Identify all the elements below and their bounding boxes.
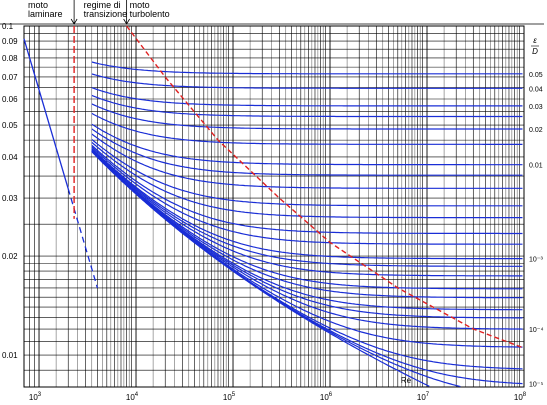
roughness-curves (23, 38, 523, 388)
roughness-curve (91, 147, 523, 260)
right-tick-label: 10⁻³ (529, 257, 543, 264)
roughness-curve (91, 144, 523, 235)
regime-label: transizione (84, 9, 128, 19)
roughness-curve (91, 128, 523, 176)
y-tick-label: 0.06 (2, 95, 18, 104)
y-tick-label: 0.1 (2, 22, 14, 31)
roughness-curve (91, 149, 523, 277)
x-axis-label: Re (401, 376, 412, 385)
turbulence-boundary (126, 25, 525, 349)
regime-label: regime di (84, 0, 121, 10)
x-tick-label: 103 (29, 392, 42, 402)
y-tick-label: 0.07 (2, 73, 18, 82)
right-tick-label: 0.04 (529, 86, 543, 93)
y-tick-label: 0.04 (2, 153, 18, 162)
y-tick-label: 0.02 (2, 252, 18, 261)
roughness-curve (91, 141, 523, 219)
roughness-curve (91, 73, 523, 89)
y-tick-label: 0.08 (2, 54, 18, 63)
right-tick-label: 0.05 (529, 72, 543, 79)
roughness-curve (91, 138, 523, 207)
x-tick-label: 107 (417, 392, 430, 402)
regime-label: moto (130, 0, 150, 10)
y-tick-label: 0.03 (2, 194, 18, 203)
roughness-curve (91, 123, 523, 166)
right-tick-label: 0.02 (529, 127, 543, 134)
roughness-curve (91, 148, 523, 267)
chart-grid (23, 25, 525, 388)
roughness-curve (91, 61, 523, 75)
roughness-curve (91, 112, 523, 145)
roughness-curve (91, 87, 523, 107)
roughness-curve (91, 151, 523, 370)
roughness-curve (91, 103, 523, 130)
regime-arrow (123, 18, 130, 25)
roughness-curve (91, 133, 523, 189)
x-tick-label: 106 (320, 392, 333, 402)
regime-label: moto (28, 0, 48, 10)
right-tick-label: 10⁻⁵ (529, 382, 543, 389)
right-tick-label: 0.01 (529, 163, 543, 170)
chart-overlay (73, 25, 525, 349)
regime-label: laminare (28, 9, 63, 19)
x-tick-label: 104 (126, 392, 139, 402)
plot-frame (23, 25, 525, 388)
x-tick-label: 108 (514, 392, 527, 402)
right-axis-label-num: ε (533, 36, 537, 45)
roughness-curve (91, 146, 523, 245)
right-tick-label: 10⁻⁴ (529, 327, 544, 334)
roughness-curve (91, 151, 430, 387)
y-tick-label: 0.05 (2, 121, 18, 130)
laminar-extension (67, 188, 99, 289)
roughness-curve (91, 150, 523, 330)
x-tick-label: 105 (223, 392, 236, 402)
regime-arrow (70, 18, 78, 25)
y-tick-label: 0.09 (2, 37, 18, 46)
right-axis-label-den: D (532, 47, 538, 56)
laminar-line (23, 38, 69, 190)
right-tick-label: 0.03 (529, 104, 543, 111)
roughness-curve (91, 149, 523, 290)
roughness-curve (91, 94, 523, 118)
roughness-curve (91, 150, 523, 299)
regime-label: turbolento (130, 9, 170, 19)
y-tick-label: 0.01 (2, 351, 18, 360)
